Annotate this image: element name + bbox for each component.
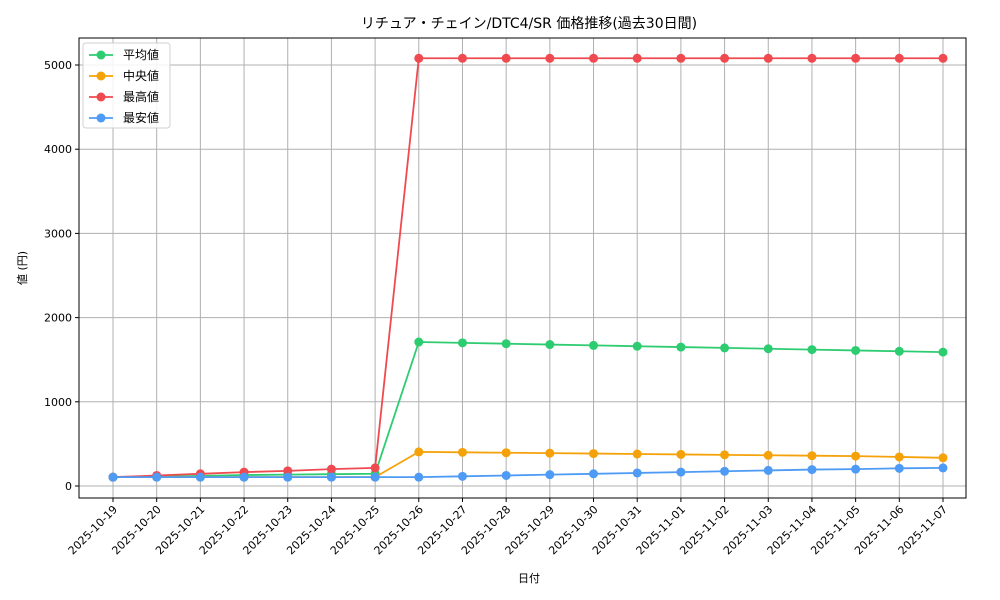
legend-item: 中央値	[89, 68, 159, 83]
grid	[79, 38, 966, 498]
series-line	[108, 463, 948, 482]
data-point	[720, 53, 730, 63]
data-point	[763, 450, 773, 460]
data-point	[894, 452, 904, 462]
data-point	[152, 472, 162, 482]
legend-item: 平均値	[89, 47, 159, 62]
data-point	[501, 53, 511, 63]
data-point	[545, 448, 555, 458]
legend-marker-icon	[96, 71, 106, 81]
data-point	[676, 53, 686, 63]
y-tick-label: 3000	[44, 227, 72, 240]
data-point	[676, 449, 686, 459]
data-point	[632, 468, 642, 478]
data-point	[545, 340, 555, 350]
data-point	[807, 53, 817, 63]
data-point	[632, 449, 642, 459]
series-layer	[108, 53, 948, 482]
data-point	[457, 447, 467, 457]
data-point	[457, 338, 467, 348]
data-point	[807, 345, 817, 355]
data-point	[195, 472, 205, 482]
data-point	[938, 453, 948, 463]
data-point	[545, 53, 555, 63]
y-tick-label: 4000	[44, 143, 72, 156]
data-point	[807, 451, 817, 461]
data-point	[283, 466, 293, 476]
data-point	[720, 343, 730, 353]
data-point	[589, 469, 599, 479]
data-point	[414, 447, 424, 457]
legend-box	[82, 42, 171, 129]
data-point	[938, 53, 948, 63]
x-axis-label: 日付	[518, 572, 540, 585]
data-point	[851, 53, 861, 63]
data-point	[720, 450, 730, 460]
data-point	[763, 465, 773, 475]
y-axis: 0 1000 2000 3000 4000 5000	[44, 59, 79, 493]
legend-label: 最高値	[123, 89, 159, 104]
y-axis-label: 値 (円)	[16, 251, 29, 285]
data-point	[370, 463, 380, 473]
data-point	[632, 341, 642, 351]
data-point	[938, 463, 948, 473]
legend-marker-icon	[96, 113, 106, 123]
data-point	[108, 472, 118, 482]
legend-marker-icon	[96, 50, 106, 60]
data-point	[894, 346, 904, 356]
data-point	[545, 470, 555, 480]
data-point	[763, 344, 773, 354]
data-point	[720, 466, 730, 476]
data-point	[851, 464, 861, 474]
data-point	[676, 342, 686, 352]
data-point	[894, 463, 904, 473]
data-point	[414, 337, 424, 347]
legend-label: 中央値	[123, 68, 159, 83]
y-tick-label: 1000	[44, 396, 72, 409]
legend-item: 最安値	[89, 110, 159, 125]
data-point	[414, 472, 424, 482]
legend-label: 平均値	[123, 47, 159, 62]
data-point	[938, 347, 948, 357]
data-point	[239, 472, 249, 482]
legend-label: 最安値	[123, 110, 159, 125]
data-point	[632, 53, 642, 63]
data-point	[326, 464, 336, 474]
data-point	[501, 470, 511, 480]
data-point	[414, 53, 424, 63]
y-tick-label: 2000	[44, 312, 72, 325]
legend-item: 最高値	[89, 89, 159, 104]
data-point	[283, 472, 293, 482]
data-point	[370, 472, 380, 482]
data-point	[501, 339, 511, 349]
data-point	[457, 471, 467, 481]
chart-title: リチュア・チェイン/DTC4/SR 価格推移(過去30日間)	[361, 16, 697, 32]
data-point	[763, 53, 773, 63]
data-point	[589, 340, 599, 350]
data-point	[807, 465, 817, 475]
legend-marker-icon	[96, 92, 106, 102]
data-point	[501, 448, 511, 458]
data-point	[457, 53, 467, 63]
plot-frame	[78, 37, 967, 499]
y-tick-label: 5000	[44, 59, 72, 72]
data-point	[589, 53, 599, 63]
data-point	[851, 345, 861, 355]
data-point	[894, 53, 904, 63]
data-point	[851, 451, 861, 461]
data-point	[676, 467, 686, 477]
data-point	[589, 449, 599, 459]
y-tick-label: 0	[65, 480, 72, 493]
data-point	[326, 472, 336, 482]
